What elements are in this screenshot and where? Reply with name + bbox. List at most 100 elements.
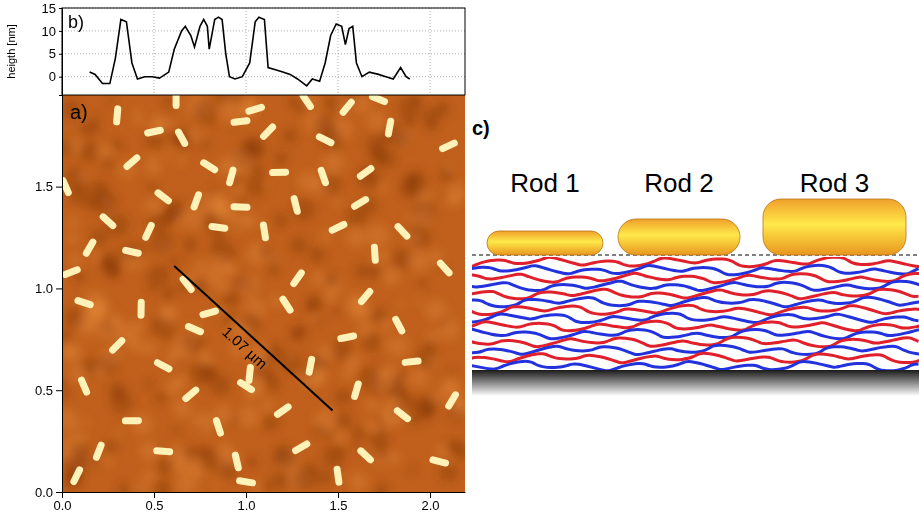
- texture-spot: [346, 227, 366, 247]
- texture-spot: [447, 182, 465, 203]
- rod-marker: [438, 138, 459, 153]
- texture-spot: [175, 473, 197, 492]
- tick-label: 0: [49, 69, 56, 84]
- rod-marker: [184, 322, 205, 336]
- texture-spot: [311, 271, 326, 286]
- texture-spot: [370, 308, 386, 324]
- texture-spot: [264, 182, 270, 188]
- tick-label: 0.5: [35, 383, 53, 398]
- texture-spot: [91, 251, 101, 261]
- rod-label: Rod 3: [800, 168, 869, 198]
- texture-spot: [82, 307, 104, 329]
- rod-marker: [153, 188, 173, 206]
- panel-label: c): [472, 117, 490, 139]
- texture-spot: [274, 152, 288, 166]
- texture-spot: [166, 349, 183, 366]
- texture-spot: [293, 324, 308, 339]
- rod-shape: [618, 219, 740, 255]
- rod-marker: [153, 447, 173, 455]
- texture-spot: [427, 356, 438, 367]
- texture-spot: [379, 183, 389, 193]
- texture-spot: [81, 357, 99, 375]
- texture-spot: [66, 231, 78, 243]
- tick-mark: [56, 390, 62, 391]
- texture-spot: [160, 306, 178, 324]
- texture-spot: [134, 109, 141, 116]
- texture-spot: [62, 140, 74, 157]
- texture-spot: [155, 391, 167, 403]
- texture-spot: [239, 222, 245, 228]
- panel-label: b): [68, 12, 84, 32]
- texture-spot: [334, 388, 351, 405]
- texture-spot: [316, 469, 332, 485]
- tick: 1.5: [329, 492, 347, 513]
- rod-shape: [763, 199, 906, 255]
- texture-spot: [324, 95, 341, 112]
- grid-line: [62, 53, 465, 54]
- tick-mark: [56, 288, 62, 289]
- polymer-chain: [472, 337, 919, 347]
- texture-spot: [153, 480, 173, 492]
- tick-mark: [154, 492, 155, 498]
- rod-marker: [92, 441, 106, 462]
- rod-marker: [391, 315, 407, 336]
- rod-marker: [225, 166, 237, 187]
- texture-spot: [145, 159, 161, 175]
- texture-spot: [83, 418, 90, 425]
- tick: 0.0: [35, 485, 62, 500]
- texture-spot: [212, 230, 226, 244]
- texture-spot: [197, 445, 209, 457]
- grid-line: [338, 8, 339, 95]
- texture-spot: [149, 152, 157, 160]
- texture-spot: [418, 279, 428, 289]
- rod-marker: [245, 364, 254, 385]
- tick-mark: [56, 187, 62, 188]
- rod-marker: [278, 294, 295, 315]
- texture-spot: [410, 367, 429, 386]
- texture-spot: [305, 301, 317, 313]
- tick: 0.5: [145, 492, 163, 513]
- tick: 0.0: [53, 492, 71, 513]
- texture-spot: [177, 157, 186, 166]
- texture-spot: [401, 379, 409, 387]
- texture-spot: [383, 340, 389, 346]
- texture-spot: [95, 192, 118, 215]
- rod-marker: [245, 103, 266, 116]
- figure: 1.07 µma)0.00.51.01.52.00.00.51.01.50510…: [0, 0, 919, 520]
- polymer-chain: [472, 273, 919, 283]
- texture-spot: [238, 405, 260, 427]
- texture-spot: [193, 100, 215, 122]
- tick-mark: [56, 492, 62, 493]
- texture-spot: [142, 469, 155, 482]
- rod-marker: [350, 380, 362, 401]
- texture-spot: [133, 115, 143, 125]
- texture-spot: [195, 95, 201, 100]
- afm-image: [62, 95, 465, 492]
- texture-spot: [142, 341, 157, 356]
- rod-marker: [137, 299, 144, 319]
- rod-marker: [121, 246, 142, 257]
- rod-marker: [73, 296, 94, 309]
- texture-spot: [214, 193, 224, 203]
- texture-spot: [175, 220, 182, 227]
- rod-marker: [173, 95, 180, 109]
- rod-label: Rod 1: [510, 168, 579, 198]
- texture-spot: [215, 95, 230, 104]
- profile-curve: [90, 17, 410, 86]
- tick: 5: [49, 46, 62, 61]
- texture-spot: [269, 252, 283, 266]
- texture-spot: [448, 368, 455, 375]
- grid-line: [62, 76, 465, 77]
- rod-marker: [208, 222, 229, 232]
- tick-label: 0.0: [53, 498, 71, 513]
- image-background: [62, 95, 465, 492]
- polymer-chain: [472, 305, 919, 315]
- y-axis: 051015: [42, 1, 63, 96]
- rod-marker: [317, 166, 330, 187]
- texture-spot: [374, 455, 386, 467]
- rod-marker: [356, 446, 375, 465]
- texture-spot: [375, 417, 383, 425]
- plot-area: [90, 17, 410, 86]
- texture-spot: [324, 273, 339, 288]
- texture-spot: [250, 163, 265, 178]
